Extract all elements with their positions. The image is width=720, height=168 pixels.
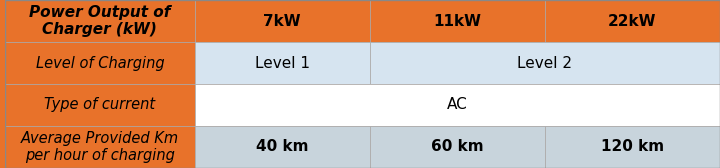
FancyBboxPatch shape xyxy=(5,0,194,42)
FancyBboxPatch shape xyxy=(369,42,720,84)
FancyBboxPatch shape xyxy=(194,126,369,168)
Text: Average Provided Km
per hour of charging: Average Provided Km per hour of charging xyxy=(21,131,179,163)
Text: Type of current: Type of current xyxy=(45,97,156,113)
FancyBboxPatch shape xyxy=(5,126,194,168)
Text: 7kW: 7kW xyxy=(264,13,301,29)
FancyBboxPatch shape xyxy=(194,42,369,84)
Text: Power Output of
Charger (kW): Power Output of Charger (kW) xyxy=(30,5,171,37)
FancyBboxPatch shape xyxy=(194,0,369,42)
FancyBboxPatch shape xyxy=(5,42,194,84)
Text: 120 km: 120 km xyxy=(601,139,664,155)
Text: 40 km: 40 km xyxy=(256,139,308,155)
Text: AC: AC xyxy=(447,97,468,113)
FancyBboxPatch shape xyxy=(194,84,720,126)
Text: 11kW: 11kW xyxy=(433,13,481,29)
FancyBboxPatch shape xyxy=(545,0,720,42)
FancyBboxPatch shape xyxy=(369,0,545,42)
Text: Level 1: Level 1 xyxy=(255,55,310,71)
FancyBboxPatch shape xyxy=(369,126,545,168)
FancyBboxPatch shape xyxy=(5,84,194,126)
FancyBboxPatch shape xyxy=(545,126,720,168)
Text: 60 km: 60 km xyxy=(431,139,484,155)
Text: 22kW: 22kW xyxy=(608,13,657,29)
Text: Level 2: Level 2 xyxy=(518,55,572,71)
Text: Level of Charging: Level of Charging xyxy=(35,55,164,71)
